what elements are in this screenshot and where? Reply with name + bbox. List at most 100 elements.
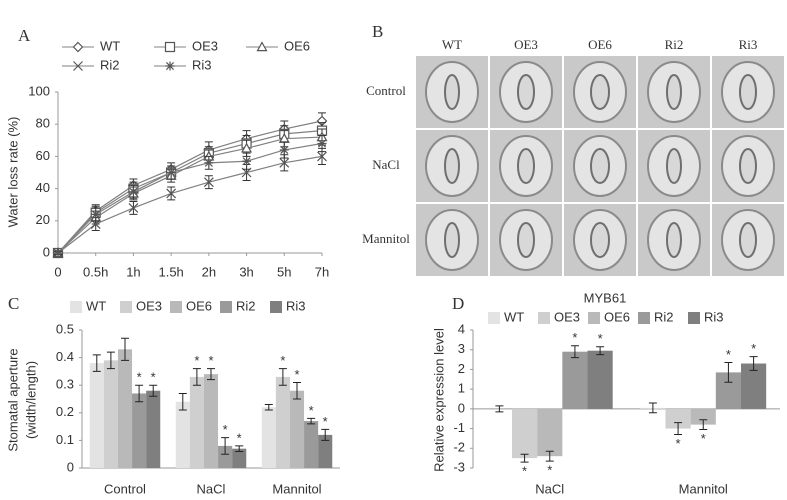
- error-bar: [749, 356, 758, 371]
- data-point: [279, 157, 290, 168]
- significance-mark: *: [701, 431, 706, 446]
- significance-mark: *: [323, 414, 328, 429]
- legend-label: WT: [504, 309, 524, 324]
- series-line: [57, 142, 323, 254]
- column-label: OE3: [514, 37, 538, 52]
- error-bar: [92, 354, 101, 372]
- stomatal-pore: [666, 148, 682, 184]
- error-bar: [135, 384, 144, 403]
- x-tick-label: 0: [54, 264, 61, 279]
- significance-mark: *: [151, 370, 156, 385]
- y-tick-label: 0: [458, 400, 465, 415]
- legend-swatch: [538, 312, 550, 324]
- bar: [89, 363, 104, 468]
- error-bar: [192, 368, 201, 386]
- y-tick-label: -2: [453, 440, 465, 455]
- x-tick-label: Mannitol: [679, 481, 728, 496]
- legend-marker: [164, 41, 176, 53]
- stomatal-pore: [517, 148, 535, 184]
- y-tick-label: 0: [67, 459, 74, 474]
- row-label: Mannitol: [362, 231, 410, 246]
- bar: [275, 376, 290, 468]
- stomatal-pore: [590, 148, 610, 184]
- data-point: [317, 139, 327, 149]
- bar: [318, 434, 333, 468]
- y-axis-label: (width/length): [23, 361, 38, 439]
- series-line: [57, 136, 323, 254]
- y-tick-label: 0.4: [56, 349, 74, 364]
- row-label: NaCl: [372, 157, 400, 172]
- significance-mark: *: [194, 353, 199, 368]
- legend-swatch: [488, 312, 500, 324]
- error-bar: [545, 450, 554, 462]
- error-bar: [648, 402, 657, 414]
- error-bar: [278, 368, 287, 386]
- legend-label: WT: [86, 298, 106, 313]
- significance-mark: *: [598, 331, 603, 346]
- data-point: [242, 156, 252, 166]
- legend-marker: [72, 41, 84, 53]
- stomatal-pore: [517, 74, 535, 110]
- stomatal-pore: [666, 74, 682, 110]
- legend-label: Ri3: [192, 57, 212, 72]
- bar: [103, 360, 118, 468]
- y-tick-label: 80: [36, 116, 50, 131]
- error-bar: [235, 445, 244, 452]
- stomatal-pore: [517, 222, 535, 258]
- error-bar: [221, 437, 230, 455]
- x-tick-label: Control: [104, 481, 146, 496]
- legend-label: Ri2: [100, 57, 120, 72]
- stomatal-pore: [444, 74, 460, 110]
- legend-label: Ri2: [236, 298, 256, 313]
- data-point: [166, 168, 176, 177]
- error-bar: [321, 428, 330, 441]
- x-tick-label: 2h: [202, 264, 216, 279]
- legend-swatch: [70, 301, 82, 313]
- significance-mark: *: [208, 353, 213, 368]
- stomatal-pore: [444, 222, 460, 258]
- data-point: [53, 248, 63, 258]
- stomatal-pore: [666, 222, 682, 258]
- stomatal-pore: [590, 222, 610, 258]
- error-bar: [121, 337, 129, 361]
- x-tick-label: 1h: [126, 264, 140, 279]
- legend-label: OE3: [554, 309, 580, 324]
- error-bar: [106, 351, 115, 370]
- legend-swatch: [270, 301, 282, 313]
- panel-label: D: [452, 294, 464, 313]
- bar: [289, 390, 305, 468]
- stomatal-pore: [739, 148, 757, 184]
- x-tick-label: NaCl: [197, 481, 226, 496]
- data-point: [203, 177, 214, 188]
- y-axis-label: Stomatal aperture: [5, 348, 20, 451]
- y-tick-label: 0.2: [56, 404, 74, 419]
- legend-swatch: [120, 301, 132, 313]
- bar: [146, 390, 161, 468]
- stomatal-pore: [590, 74, 610, 110]
- error-bar: [699, 419, 708, 431]
- panel-label: A: [18, 26, 31, 45]
- y-axis-label: Relative expression level: [431, 328, 446, 472]
- x-tick-label: 7h: [315, 264, 329, 279]
- data-point: [91, 209, 101, 219]
- legend-label: OE6: [284, 38, 310, 53]
- error-bar: [293, 381, 301, 400]
- error-bar: [178, 392, 187, 411]
- data-point: [279, 145, 289, 155]
- error-bar: [570, 345, 579, 359]
- y-tick-label: 20: [36, 212, 50, 227]
- bar: [232, 448, 247, 468]
- bar: [117, 349, 133, 468]
- y-tick-label: -3: [453, 459, 465, 474]
- panel-label: C: [8, 294, 19, 313]
- legend-label: OE3: [192, 38, 218, 53]
- legend-marker: [256, 41, 268, 52]
- data-point: [128, 187, 138, 197]
- legend-label: OE6: [186, 298, 212, 313]
- error-bar: [495, 405, 504, 413]
- significance-mark: *: [726, 347, 731, 362]
- y-tick-label: 0.3: [56, 377, 74, 392]
- legend-marker: [165, 61, 175, 71]
- error-bar: [724, 362, 733, 383]
